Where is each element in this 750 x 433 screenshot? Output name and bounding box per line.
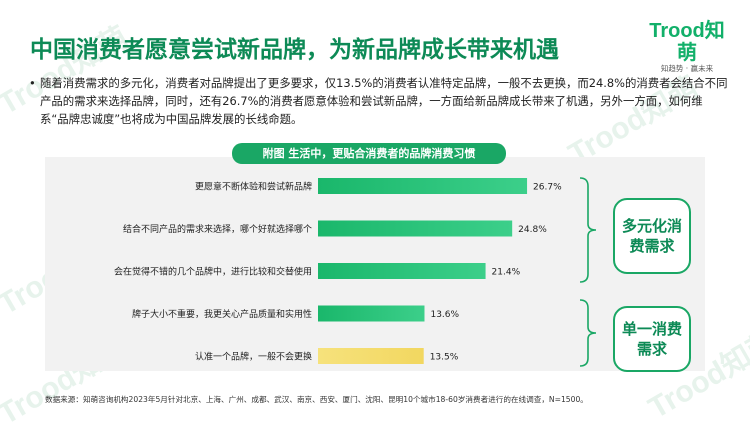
bar: [318, 263, 486, 279]
page-title: 中国消费者愿意尝试新品牌，为新品牌成长带来机遇: [30, 37, 559, 63]
group-label-diverse-text: 多元化消费需求: [622, 217, 683, 255]
brand-logo: Trood知萌 知趋势 · 赢未来: [648, 20, 726, 74]
group-brace: [579, 177, 597, 283]
data-label: 24.8%: [518, 225, 547, 235]
bullet-icon: •: [29, 76, 36, 90]
logo-tagline: 知趋势 · 赢未来: [660, 64, 714, 73]
data-label: 21.4%: [492, 268, 521, 278]
category-label: 结合不同产品的需求来选择，哪个好就选择哪个: [123, 223, 312, 235]
group-label-diverse: 多元化消费需求: [613, 198, 691, 274]
data-source-note: 数据来源：知萌咨询机构2023年5月针对北京、上海、广州、成都、武汉、南京、西安…: [45, 395, 588, 404]
category-label: 牌子大小不重要，我更关心产品质量和实用性: [132, 308, 312, 320]
summary-text: 随着消费需求的多元化，消费者对品牌提出了更多要求，仅13.5%的消费者认准特定品…: [40, 76, 728, 126]
summary-paragraph: • 随着消费需求的多元化，消费者对品牌提出了更多要求，仅13.5%的消费者认准特…: [29, 74, 728, 128]
group-brace: [579, 299, 597, 367]
bar: [318, 348, 424, 364]
data-label: 13.6%: [430, 310, 459, 320]
bar: [318, 178, 528, 194]
group-label-single-text: 单一消费需求: [622, 320, 683, 358]
chart-title: 附图 生活中，更贴合消费者的品牌消费习惯: [232, 143, 506, 164]
group-label-single: 单一消费需求: [613, 306, 691, 372]
category-label: 更愿意不断体验和尝试新品牌: [195, 181, 312, 193]
data-label: 13.5%: [430, 353, 459, 363]
logo-text: Trood知萌: [649, 20, 725, 64]
category-label: 认准一个品牌，一般不会更换: [195, 351, 312, 363]
bar: [318, 305, 425, 322]
category-label: 会在觉得不错的几个品牌中，进行比较和交替使用: [114, 266, 312, 278]
bar-chart: 更愿意不断体验和尝试新品牌 26.7% 结合不同产品的需求来选择，哪个好就选择哪个 2…: [114, 177, 597, 367]
data-label: 26.7%: [533, 183, 562, 193]
bar: [318, 220, 513, 237]
